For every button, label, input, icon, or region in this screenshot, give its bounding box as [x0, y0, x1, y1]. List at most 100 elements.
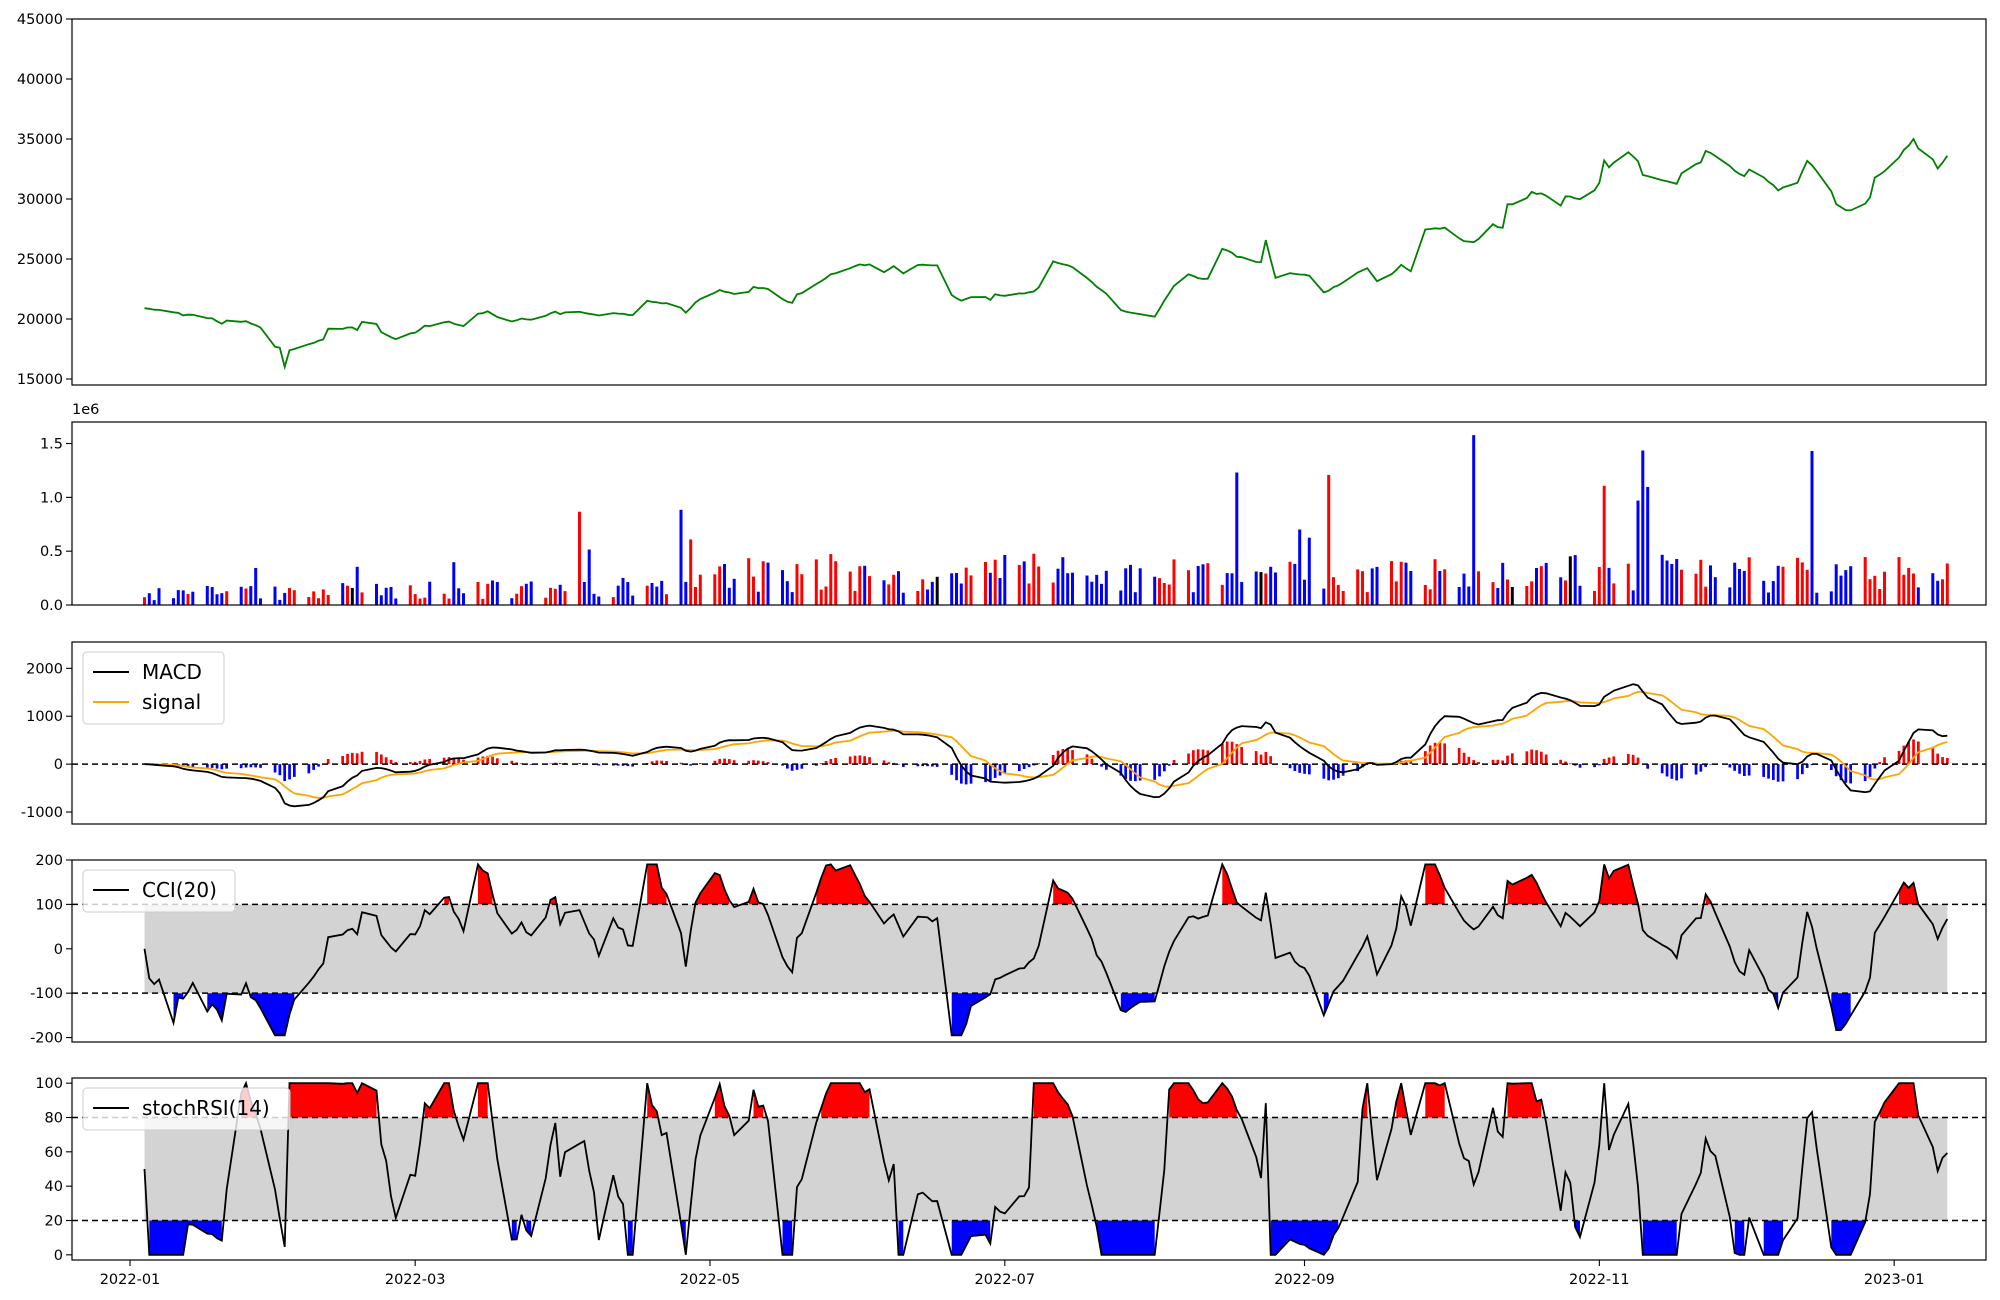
macd-histogram-bar [186, 764, 190, 768]
macd-histogram-bar [529, 764, 533, 765]
stochrsi-oversold-fill [1270, 1220, 1339, 1255]
volume-bar [1767, 592, 1770, 605]
macd-histogram-bar [1105, 764, 1108, 770]
macd-histogram-bar [1602, 758, 1606, 765]
volume-bar [1274, 572, 1277, 605]
macd-histogram-bar [699, 763, 702, 765]
volume-bar [1829, 591, 1833, 605]
volume-bar [1544, 562, 1548, 605]
macd-histogram-bar [897, 764, 900, 765]
stochrsi-ytick-label: 80 [45, 1110, 63, 1126]
volume-bar [984, 562, 987, 605]
macd-histogram-bar [858, 755, 862, 765]
macd-histogram-bar [1883, 757, 1886, 765]
cci-ytick-label: 100 [35, 897, 63, 913]
volume-bar [1095, 574, 1099, 605]
volume-bar [761, 561, 765, 605]
volume-bar [713, 574, 717, 605]
macd-histogram-bar [631, 764, 634, 767]
macd-histogram-bar [1772, 764, 1775, 780]
macd-histogram-bar [993, 764, 997, 778]
macd-histogram-bar [1462, 752, 1466, 765]
volume-bar [210, 587, 214, 605]
macd-histogram-bar [510, 760, 514, 765]
volume-bar [452, 562, 456, 605]
macd-histogram-bar [1192, 750, 1195, 765]
volume-bar [283, 592, 287, 605]
volume-bar [321, 589, 325, 605]
price-ytick-label: 40000 [17, 72, 63, 88]
volume-bar [259, 598, 262, 605]
volume-bar [800, 574, 804, 605]
price-ytick-label: 35000 [17, 132, 63, 148]
macd-histogram-bar [1428, 745, 1432, 765]
macd-histogram-bar [428, 758, 431, 765]
macd-histogram-bar [307, 764, 311, 774]
volume-bar [1815, 592, 1819, 605]
macd-histogram-bar [1907, 742, 1910, 765]
macd-histogram-bar [215, 764, 219, 769]
stochrsi-overbought-fill [289, 1083, 377, 1118]
macd-histogram-bar [389, 759, 393, 765]
volume-bar [853, 590, 857, 605]
macd-histogram-bar [1100, 764, 1103, 767]
macd-histogram-bar [394, 762, 398, 765]
cci-frame [71, 859, 1987, 1043]
volume-bar [442, 593, 446, 605]
volume-bar [1457, 587, 1461, 605]
volume-bar [1370, 568, 1374, 605]
volume-bar [1235, 472, 1239, 605]
stochrsi-overbought-fill [1879, 1083, 1919, 1118]
stochrsi-overbought-fill [1169, 1083, 1237, 1118]
macd-histogram-bar [597, 764, 601, 766]
macd-histogram-bar [452, 757, 456, 765]
stochrsi-overbought-fill [424, 1083, 454, 1118]
stochrsi-ytick-label: 40 [45, 1179, 63, 1195]
macd-histogram-bar [413, 761, 417, 765]
macd-histogram-bar [1506, 755, 1509, 765]
macd-histogram-bar [1849, 764, 1852, 784]
cci-ytick-label: -200 [30, 1031, 63, 1047]
macd-histogram-bar [1240, 747, 1243, 765]
macd-histogram-bar [418, 760, 422, 765]
price-ytick-label: 20000 [17, 312, 63, 328]
volume-bar [887, 584, 891, 605]
volume-bar [747, 558, 751, 605]
volume-bar [205, 586, 209, 605]
macd-histogram-bar [486, 755, 489, 765]
volume-bar [1878, 589, 1882, 605]
x-tick-label: 2023-01 [1864, 1272, 1925, 1288]
volume-bar [1902, 574, 1906, 605]
volume-bar [1945, 563, 1949, 605]
volume-bar [152, 600, 156, 605]
volume-bar [563, 591, 567, 605]
macd-histogram-bar [1409, 761, 1413, 765]
volume-bar [1071, 572, 1074, 605]
volume-bar [1172, 559, 1176, 605]
stochrsi-ytick-label: 0 [54, 1248, 63, 1264]
volume-bar [544, 597, 548, 605]
volume-ytick-label: 0.0 [40, 598, 63, 614]
volume-bar [1206, 563, 1210, 605]
volume-bar [868, 576, 871, 605]
volume-bar [360, 592, 364, 605]
volume-bar [1728, 587, 1732, 605]
macd-histogram-bar [819, 763, 823, 765]
macd-histogram-bar [491, 756, 494, 765]
volume-bar [1196, 566, 1200, 605]
x-tick-label: 2022-11 [1569, 1272, 1630, 1288]
volume-bar [1438, 571, 1442, 605]
macd-histogram-bar [1119, 764, 1123, 776]
volume-bar [930, 581, 934, 605]
volume-bar [1100, 583, 1103, 605]
macd-histogram-bar [935, 764, 939, 767]
volume-bar [558, 584, 562, 605]
volume-bar [1428, 589, 1432, 605]
cci-ytick-label: 200 [35, 853, 63, 869]
volume-bar [1747, 557, 1751, 605]
volume-bar [1066, 573, 1070, 605]
macd-histogram-bar [1167, 764, 1171, 766]
macd-histogram-bar [1051, 755, 1055, 765]
macd-line [144, 683, 1948, 808]
